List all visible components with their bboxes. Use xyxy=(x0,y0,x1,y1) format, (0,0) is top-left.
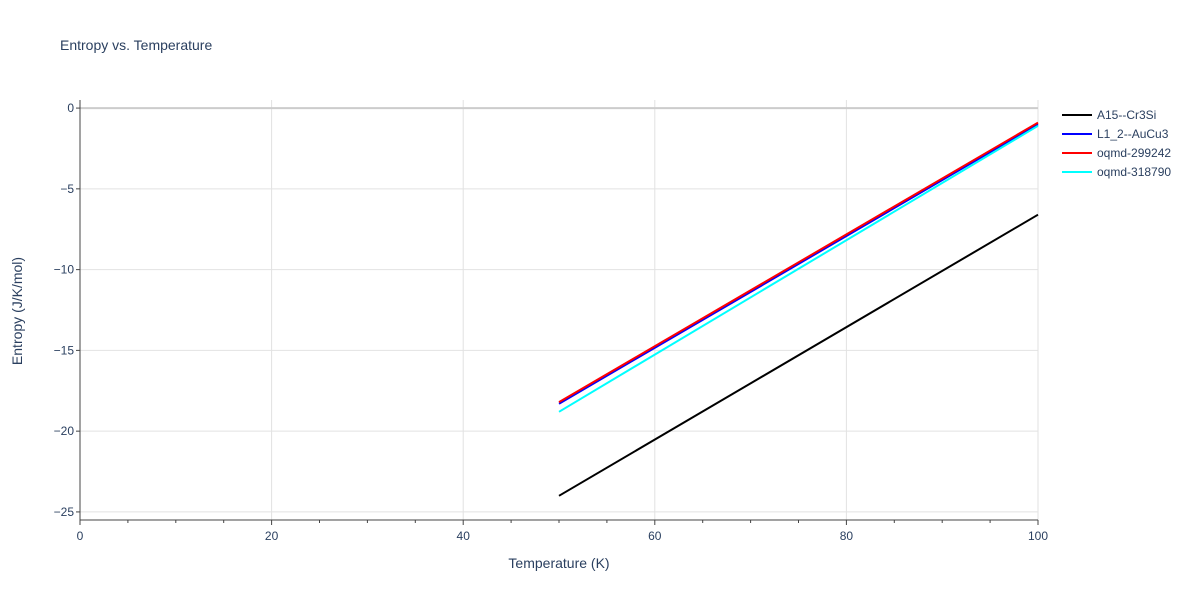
series-line xyxy=(558,121,1039,403)
x-tick-label: 40 xyxy=(457,529,471,543)
y-tick-label: −15 xyxy=(54,343,75,357)
legend-label: L1_2--AuCu3 xyxy=(1097,127,1169,141)
x-axis-title: Temperature (K) xyxy=(508,555,609,571)
x-tick-label: 100 xyxy=(1028,529,1048,543)
legend-label: oqmd-318790 xyxy=(1097,165,1171,179)
y-tick-label: 0 xyxy=(67,101,74,115)
x-tick-label: 0 xyxy=(77,529,84,543)
y-tick-label: −10 xyxy=(54,263,75,277)
legend[interactable]: A15--Cr3Si L1_2--AuCu3 oqmd-299242 oqmd-318… xyxy=(1062,108,1171,179)
legend-item[interactable]: oqmd-318790 xyxy=(1062,165,1171,179)
series-line xyxy=(558,213,1039,497)
x-tick-label: 80 xyxy=(840,529,854,543)
series-layer xyxy=(558,121,1039,497)
y-tick-label: −5 xyxy=(60,182,74,196)
legend-item[interactable]: oqmd-299242 xyxy=(1062,146,1171,160)
x-tick-label: 60 xyxy=(648,529,662,543)
legend-label: oqmd-299242 xyxy=(1097,146,1171,160)
x-tick-label: 20 xyxy=(265,529,279,543)
y-axis-title: Entropy (J/K/mol) xyxy=(9,257,25,365)
legend-item[interactable]: A15--Cr3Si xyxy=(1062,108,1156,122)
chart-title: Entropy vs. Temperature xyxy=(60,37,212,53)
y-tick-label: −20 xyxy=(54,424,75,438)
series-line xyxy=(558,123,1039,405)
grid xyxy=(80,100,1039,520)
series-line xyxy=(558,124,1039,413)
y-tick-label: −25 xyxy=(54,505,75,519)
legend-item[interactable]: L1_2--AuCu3 xyxy=(1062,127,1169,141)
legend-label: A15--Cr3Si xyxy=(1097,108,1156,122)
axes: 0 20 40 60 80 100 0 −5 −10 −15 −20 −25 xyxy=(54,100,1048,543)
